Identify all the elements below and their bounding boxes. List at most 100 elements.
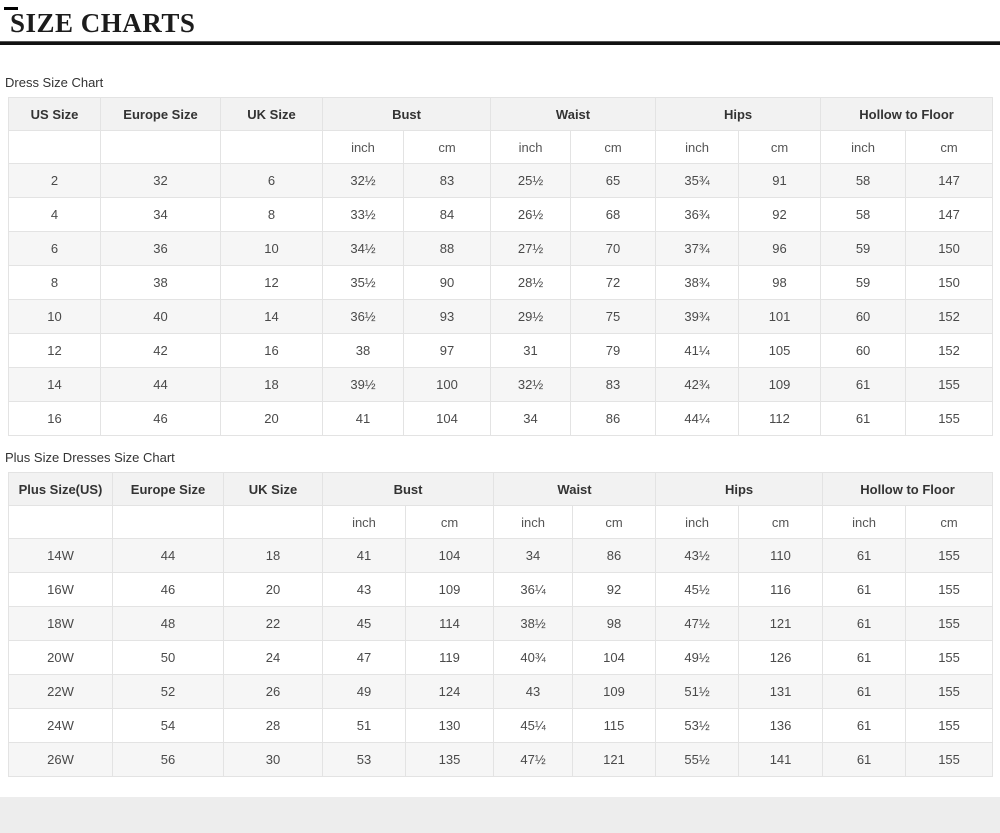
table-cell: 14 [8,367,101,403]
page-title: SIZE CHARTS [10,8,196,38]
table-cell: 25½ [490,163,572,199]
table-cell: 61 [822,674,907,710]
table-cell: 16W [8,572,113,608]
table-cell: 38 [322,333,404,369]
table-cell: 27½ [490,231,572,267]
header-bust: Bust [321,97,492,132]
table-cell: 22W [8,674,113,710]
unit-header-cm: cm [738,130,822,165]
header-waist: Waist [490,97,657,132]
table-cell: 4 [8,197,101,233]
table-cell: 35¾ [655,163,740,199]
table-cell: 152 [905,299,994,335]
table-cell: 47½ [655,606,740,642]
table-cell: 61 [822,640,907,676]
table-cell: 36¼ [493,572,574,608]
table-cell: 26 [223,674,323,710]
table-cell: 90 [402,265,492,301]
table-cell: 61 [820,401,907,437]
table-cell: 29½ [490,299,572,335]
table-cell: 58 [820,197,907,233]
table-cell: 61 [820,367,907,403]
unit-header-inch: inch [322,130,404,165]
table-cell: 45 [322,606,406,642]
table-cell: 51 [322,708,406,744]
header-europe-size: Europe Size [112,472,224,507]
table-cell: 53½ [655,708,740,744]
header-hips: Hips [655,472,824,507]
header-hips: Hips [655,97,822,132]
table-cell: 98 [572,606,657,642]
table-cell: 60 [820,299,907,335]
table-cell: 28 [223,708,323,744]
table-cell: 48 [112,606,224,642]
table-cell: 26½ [490,197,572,233]
table-cell: 114 [404,606,495,642]
table-cell: 36 [100,231,221,267]
table-cell: 34 [493,538,574,574]
table-cell: 131 [738,674,824,710]
unit-header-inch: inch [655,505,740,540]
table-cell: 61 [822,538,907,574]
table-cell: 34½ [322,231,404,267]
table-cell: 42 [100,333,221,369]
header-europe-size: Europe Size [100,97,221,132]
unit-header-inch: inch [822,505,907,540]
table-cell: 79 [570,333,657,369]
table-cell: 86 [572,538,657,574]
table-cell: 16 [8,401,101,437]
empty-cell [223,505,323,540]
unit-header-cm: cm [572,505,657,540]
table-cell: 105 [738,333,822,369]
table-cell: 109 [572,674,657,710]
table-cell: 33½ [322,197,404,233]
table-row: 20W 50 24 47 119 40¾ 104 49½ 126 61 155 [8,640,994,676]
table-cell: 44 [100,367,221,403]
empty-cell [220,130,323,165]
table-cell: 37¾ [655,231,740,267]
table-cell: 49 [322,674,406,710]
table-cell: 53 [322,742,406,778]
table-cell: 155 [905,742,994,778]
table-cell: 28½ [490,265,572,301]
table-header-row: US Size Europe Size UK Size Bust Waist H… [8,97,994,132]
unit-header-inch: inch [322,505,406,540]
table-cell: 39¾ [655,299,740,335]
table-cell: 150 [905,231,994,267]
table-cell: 36½ [322,299,404,335]
table-cell: 61 [822,708,907,744]
dress-size-chart-label: Dress Size Chart [5,75,104,91]
table-row: 8 38 12 35½ 90 28½ 72 38¾ 98 59 150 [8,265,994,301]
table-cell: 147 [905,197,994,233]
table-cell: 10 [220,231,323,267]
table-cell: 41¼ [655,333,740,369]
table-cell: 155 [905,367,994,403]
table-cell: 35½ [322,265,404,301]
table-cell: 104 [402,401,492,437]
table-cell: 112 [738,401,822,437]
table-cell: 32 [100,163,221,199]
title-divider [0,41,1000,46]
size-charts-page: SIZE CHARTS Dress Size Chart US Size Eur… [0,7,1000,833]
table-cell: 136 [738,708,824,744]
table-cell: 39½ [322,367,404,403]
table-cell: 155 [905,538,994,574]
table-cell: 135 [404,742,495,778]
table-cell: 51½ [655,674,740,710]
table-cell: 45½ [655,572,740,608]
table-cell: 109 [404,572,495,608]
table-cell: 155 [905,401,994,437]
table-cell: 121 [572,742,657,778]
table-cell: 141 [738,742,824,778]
table-cell: 60 [820,333,907,369]
table-cell: 8 [8,265,101,301]
unit-header-inch: inch [490,130,572,165]
unit-header-cm: cm [570,130,657,165]
table-cell: 56 [112,742,224,778]
table-cell: 109 [738,367,822,403]
table-cell: 83 [402,163,492,199]
unit-header-cm: cm [738,505,824,540]
table-cell: 43½ [655,538,740,574]
empty-cell [8,130,101,165]
table-cell: 12 [8,333,101,369]
